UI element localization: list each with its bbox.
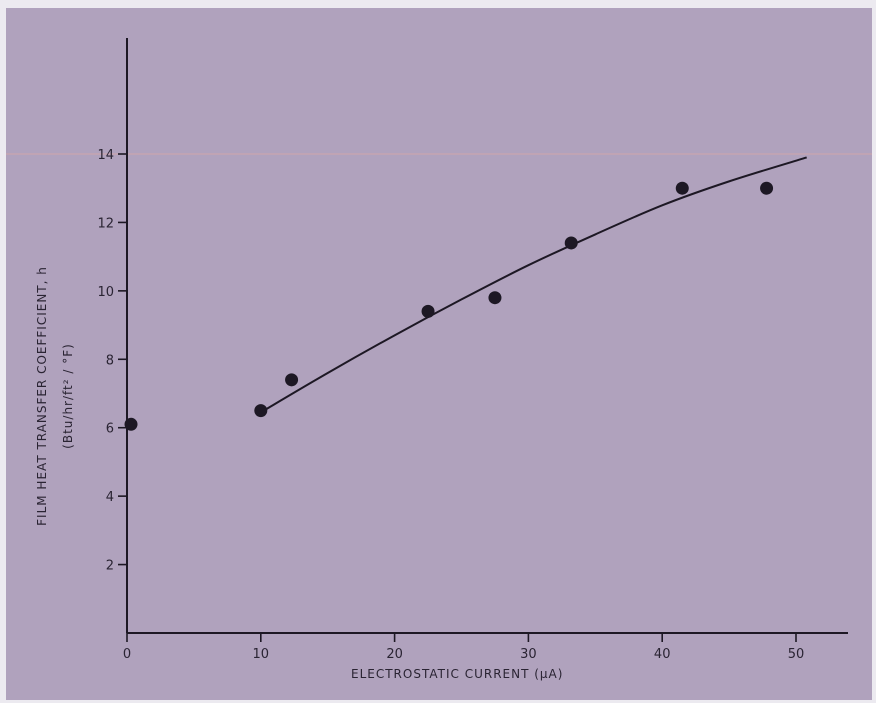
y-tick-label: 2 [106,559,114,574]
y-tick-label: 14 [97,148,114,163]
y-tick-label: 12 [97,216,114,231]
x-axis-label: ELECTROSTATIC CURRENT (μA) [351,667,563,681]
y-tick-label: 4 [106,490,114,505]
data-point [564,236,578,250]
x-tick-label: 40 [654,647,671,662]
x-tick-label: 30 [520,647,537,662]
data-point [675,181,689,195]
y-axis-label: FILM HEAT TRANSFER COEFFICIENT, h [35,266,49,526]
y-axis-units-label: (Btu/hr/ft² / °F) [61,343,75,449]
data-point [254,404,268,418]
x-tick-label: 50 [788,647,805,662]
data-point [760,181,774,195]
chart-panel: 2 4 6 8 10 12 14 0 10 20 30 40 50 ELECTROSTATIC CURR… [6,8,872,700]
x-tick-label: 0 [123,647,131,662]
x-tick-label: 10 [253,647,270,662]
data-point [285,373,299,387]
data-point [421,304,435,318]
chart-svg: 2 4 6 8 10 12 14 0 10 20 30 40 50 ELECTROSTATIC CURR… [6,38,872,681]
data-point [124,417,138,431]
y-tick-label: 8 [106,353,114,368]
fit-curve [260,156,807,414]
x-tick-label: 20 [386,647,403,662]
y-tick-label: 10 [97,285,114,300]
data-point [488,291,502,305]
y-tick-label: 6 [106,422,114,437]
